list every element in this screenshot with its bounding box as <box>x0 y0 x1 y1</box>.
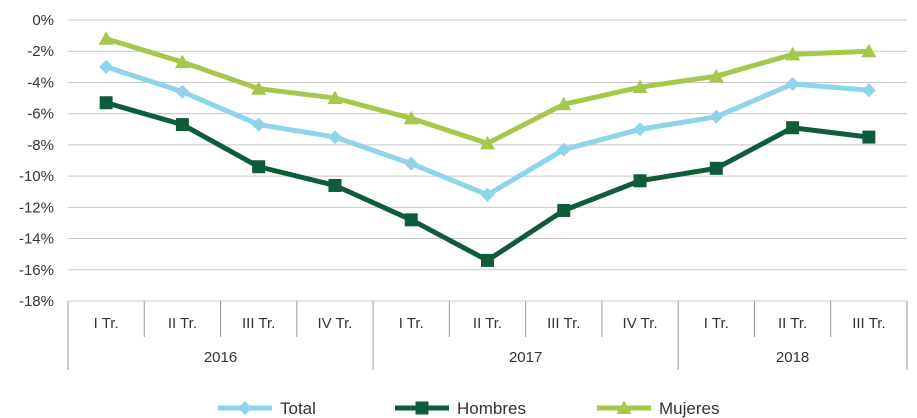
x-category-label: II Tr. <box>778 315 807 332</box>
data-point-mujeres <box>785 46 801 61</box>
legend: Total Hombres Mujeres <box>218 399 719 418</box>
data-point-hombres <box>709 161 723 175</box>
series-line-hombres <box>103 100 872 263</box>
x-category-label: IV Tr. <box>623 315 658 332</box>
x-category-label: II Tr. <box>168 315 197 332</box>
legend-item-total: Total <box>218 399 316 418</box>
data-point-hombres <box>481 253 494 267</box>
series-group <box>98 31 877 267</box>
x-category-label: IV Tr. <box>317 315 352 332</box>
y-tick-label: -14% <box>19 231 54 248</box>
legend-marker <box>415 401 429 415</box>
x-category-label: I Tr. <box>94 315 119 332</box>
series-total <box>99 59 876 202</box>
y-tick-label: -16% <box>19 262 54 279</box>
x-category-label: I Tr. <box>399 315 424 332</box>
data-point-hombres <box>557 203 571 217</box>
x-axis: I Tr. II Tr. III Tr. IV Tr. I Tr. II Tr. III T… <box>67 301 908 370</box>
data-point-hombres <box>99 96 113 110</box>
data-point-mujeres <box>251 81 267 95</box>
legend-label: Total <box>280 399 316 418</box>
y-tick-label: -12% <box>19 199 54 216</box>
data-point-mujeres <box>861 43 877 58</box>
data-point-hombres <box>252 160 266 174</box>
data-point-total <box>861 83 876 98</box>
y-tick-label: 0% <box>32 12 54 29</box>
data-point-mujeres <box>632 79 648 94</box>
y-tick-label: -8% <box>27 137 54 154</box>
y-tick-label: -4% <box>27 74 54 91</box>
data-point-total <box>480 187 495 202</box>
legend-item-mujeres: Mujeres <box>597 399 719 418</box>
x-group-label: 2016 <box>204 349 237 366</box>
data-point-mujeres <box>174 54 190 69</box>
y-tick-label: -18% <box>19 293 54 310</box>
legend-marker <box>616 400 632 414</box>
data-point-mujeres <box>708 68 724 83</box>
data-point-hombres <box>404 213 418 227</box>
legend-label: Mujeres <box>659 399 719 418</box>
data-point-total <box>633 122 648 137</box>
legend-marker <box>238 401 252 415</box>
data-point-total <box>175 84 190 99</box>
x-group-label: 2018 <box>776 349 809 366</box>
x-category-label: I Tr. <box>704 315 729 332</box>
y-tick-label: -10% <box>19 168 54 185</box>
data-point-total <box>327 130 342 145</box>
data-point-hombres <box>786 121 800 135</box>
x-category-label: III Tr. <box>852 315 885 332</box>
data-point-total <box>404 156 419 171</box>
x-category-label: III Tr. <box>547 315 580 332</box>
data-point-total <box>709 109 724 124</box>
y-axis-ticks: 0% -2% -4% -6% -8% -10% -12% -14% -16% -18% <box>19 12 54 310</box>
data-point-total <box>556 142 571 157</box>
data-point-mujeres <box>98 31 114 45</box>
data-point-mujeres <box>403 110 419 125</box>
data-point-hombres <box>633 174 647 188</box>
data-point-hombres <box>175 118 189 132</box>
series-mujeres <box>98 31 877 150</box>
data-point-hombres <box>862 130 876 144</box>
data-point-total <box>251 117 266 132</box>
series-line-mujeres <box>103 36 872 146</box>
x-category-label: III Tr. <box>242 315 275 332</box>
x-category-label: II Tr. <box>473 315 502 332</box>
data-point-total <box>785 77 800 92</box>
data-point-total <box>99 59 114 74</box>
x-group-label: 2017 <box>509 349 542 366</box>
data-point-hombres <box>328 178 342 192</box>
data-point-mujeres <box>327 90 343 105</box>
y-tick-label: -2% <box>27 43 54 60</box>
data-point-mujeres <box>556 96 572 111</box>
series-hombres <box>99 96 876 267</box>
data-point-mujeres <box>480 135 495 150</box>
legend-item-hombres: Hombres <box>395 399 526 418</box>
y-tick-label: -6% <box>27 106 54 123</box>
legend-label: Hombres <box>457 399 526 418</box>
